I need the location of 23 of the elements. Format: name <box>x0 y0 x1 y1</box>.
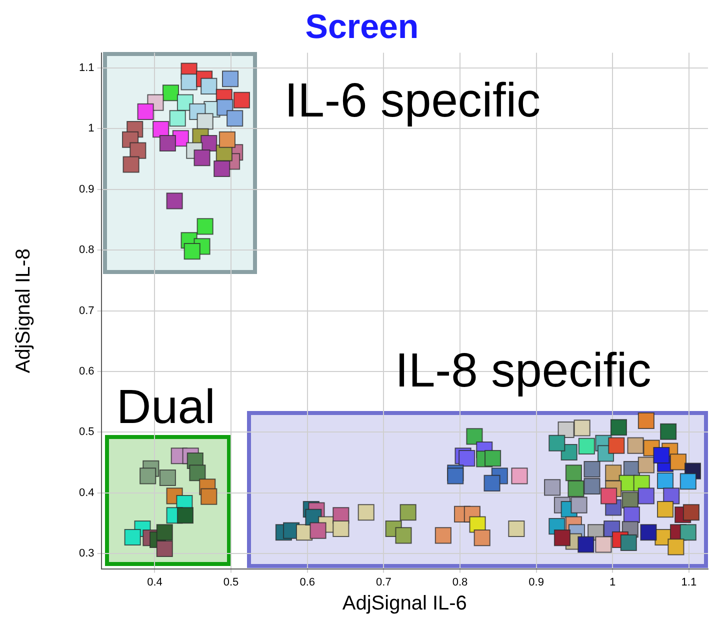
y-axis-title: AdjSignal IL-8 <box>12 248 35 374</box>
x-tick-label: 0.4 <box>147 576 162 588</box>
annotation: IL-6 specific <box>284 74 541 128</box>
y-tick-label: 0.3 <box>78 548 94 560</box>
chart-title: Screen <box>305 8 419 46</box>
x-tick-label: 1 <box>610 576 616 588</box>
y-tick-label: 0.9 <box>78 183 94 196</box>
y-tick-label: 1.1 <box>78 62 94 74</box>
x-axis-title: AdjSignal IL-6 <box>342 592 467 615</box>
y-tick-label: 0.8 <box>78 244 94 256</box>
annotation: IL-8 specific <box>395 344 652 398</box>
y-tick-label: 0.6 <box>78 366 94 378</box>
x-tick-label: 0.7 <box>376 576 392 588</box>
x-tick-label: 0.9 <box>528 576 544 588</box>
y-tick-label: 1 <box>88 122 94 135</box>
y-tick-label: 0.7 <box>78 304 94 317</box>
x-tick-label: 0.5 <box>223 576 239 588</box>
y-tick-label: 0.4 <box>78 486 94 499</box>
y-tick-label: 0.5 <box>78 426 94 438</box>
x-tick-label: 0.6 <box>300 576 315 588</box>
x-tick-label: 0.8 <box>452 576 468 588</box>
annotation: Dual <box>116 381 216 434</box>
x-tick-label: 1.1 <box>681 576 697 588</box>
